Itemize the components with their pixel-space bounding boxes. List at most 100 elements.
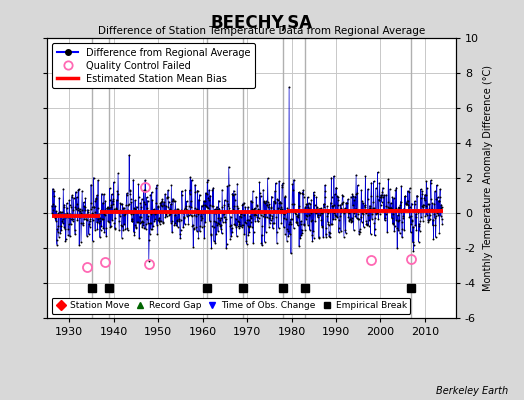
Point — [238, 202, 247, 208]
Point — [86, 223, 94, 230]
Point — [206, 192, 214, 199]
Point — [281, 230, 289, 237]
Point — [237, 224, 246, 230]
Point — [213, 204, 221, 210]
Point — [386, 205, 395, 211]
Point — [185, 187, 194, 194]
Point — [164, 204, 172, 210]
Point — [202, 190, 210, 196]
Point — [312, 206, 320, 212]
Point — [137, 204, 146, 210]
Point — [358, 198, 366, 204]
Point — [238, 222, 246, 228]
Point — [358, 210, 367, 216]
Point — [67, 204, 75, 210]
Point — [135, 213, 144, 220]
Point — [103, 205, 111, 212]
Point — [141, 187, 150, 193]
Point — [295, 243, 303, 249]
Point — [192, 206, 201, 212]
Point — [150, 218, 159, 224]
Point — [135, 194, 143, 200]
Point — [127, 199, 136, 206]
Point — [136, 200, 145, 206]
Point — [128, 218, 137, 224]
Point — [195, 208, 203, 214]
Point — [404, 202, 412, 208]
Point — [148, 197, 157, 203]
Point — [342, 208, 351, 214]
Point — [126, 190, 135, 197]
Point — [204, 205, 212, 212]
Point — [198, 223, 206, 230]
Point — [181, 186, 190, 193]
Point — [267, 205, 275, 211]
Point — [256, 210, 265, 216]
Point — [264, 175, 272, 182]
Point — [389, 221, 397, 227]
Point — [74, 187, 82, 193]
Point — [99, 225, 107, 232]
Point — [147, 210, 156, 217]
Point — [260, 210, 268, 217]
Point — [310, 192, 319, 198]
Point — [57, 212, 65, 218]
Point — [206, 202, 214, 208]
Point — [319, 208, 327, 214]
Point — [353, 215, 361, 222]
Point — [433, 194, 442, 200]
Point — [287, 221, 296, 227]
Point — [297, 232, 305, 238]
Point — [284, 228, 292, 234]
Point — [106, 197, 114, 203]
Point — [69, 207, 78, 213]
Point — [391, 205, 400, 211]
Point — [115, 218, 123, 224]
Point — [257, 240, 266, 246]
Point — [57, 223, 65, 229]
Point — [309, 228, 318, 234]
Point — [265, 223, 274, 230]
Point — [140, 198, 148, 205]
Point — [152, 221, 161, 228]
Point — [111, 225, 119, 232]
Point — [160, 207, 169, 214]
Point — [331, 191, 339, 198]
Point — [133, 204, 141, 210]
Point — [179, 210, 187, 216]
Point — [311, 209, 319, 216]
Point — [288, 216, 296, 222]
Point — [94, 177, 102, 184]
Point — [282, 216, 290, 222]
Point — [212, 205, 221, 212]
Point — [380, 207, 388, 214]
Point — [272, 240, 281, 246]
Point — [263, 214, 271, 220]
Point — [154, 217, 162, 224]
Point — [435, 197, 443, 204]
Point — [330, 202, 339, 208]
Point — [359, 200, 367, 207]
Point — [226, 222, 234, 229]
Point — [242, 240, 250, 247]
Point — [418, 188, 426, 194]
Point — [80, 216, 89, 222]
Point — [93, 226, 102, 232]
Point — [165, 212, 173, 218]
Point — [221, 219, 230, 226]
Point — [279, 224, 288, 230]
Point — [76, 208, 84, 214]
Point — [291, 207, 300, 213]
Point — [430, 210, 438, 217]
Point — [91, 198, 100, 204]
Point — [214, 197, 223, 204]
Point — [378, 188, 387, 195]
Point — [143, 205, 151, 211]
Point — [376, 194, 384, 200]
Point — [174, 206, 182, 213]
Point — [58, 216, 67, 222]
Point — [222, 240, 231, 247]
Point — [213, 220, 222, 227]
Point — [417, 194, 425, 201]
Point — [419, 218, 427, 224]
